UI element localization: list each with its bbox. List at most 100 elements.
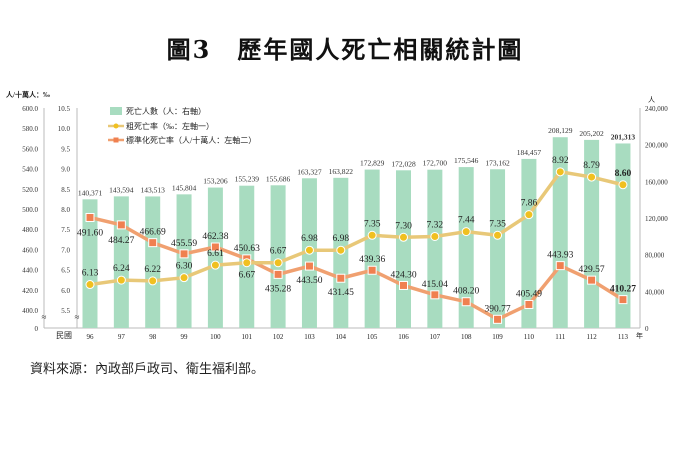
x-tick-label: 101 (242, 333, 253, 341)
crude-rate-label: 8.79 (583, 161, 600, 171)
bar-data-label: 172,700 (423, 159, 448, 168)
standardized-rate-label: 408.20 (453, 287, 479, 297)
bar-data-label: 153,206 (203, 177, 228, 186)
crude-rate-label: 7.30 (395, 221, 412, 231)
x-tick-label: 111 (555, 333, 565, 341)
left-outer-tick-label: 600.0 (22, 105, 38, 113)
bar-data-label: 172,829 (360, 159, 385, 168)
left-outer-tick-label: 400.0 (22, 307, 38, 315)
crude-rate-point (524, 210, 534, 220)
left-outer-tick-label: 560.0 (22, 145, 38, 153)
standardized-rate-point (148, 238, 158, 248)
bar-data-label: 145,804 (172, 183, 197, 192)
left-inner-tick-label: 8.5 (61, 186, 70, 194)
standardized-rate-label: 424.30 (390, 270, 416, 280)
crude-rate-label: 6.67 (270, 247, 287, 257)
bar-data-label: 208,129 (548, 126, 573, 135)
standardized-rate-label: 410.27 (610, 285, 636, 295)
bar-deaths-99 (176, 194, 192, 328)
standardized-rate-label: 466.69 (140, 228, 166, 238)
standardized-rate-point (367, 265, 377, 275)
crude-rate-label: 7.35 (489, 219, 506, 229)
left-inner-tick-label: 5.5 (61, 307, 70, 315)
crude-rate-point (210, 260, 220, 270)
crude-rate-point (116, 275, 126, 285)
standardized-rate-point (304, 261, 314, 271)
standardized-rate-point (116, 220, 126, 230)
left-inner-tick-label: 9.5 (61, 145, 70, 153)
crude-rate-label: 6.22 (144, 265, 161, 275)
legend-swatch-deaths (110, 107, 122, 115)
x-tick-label: 97 (118, 333, 126, 341)
standardized-rate-label: 435.28 (265, 284, 291, 294)
crude-rate-label: 6.24 (113, 264, 130, 274)
x-axis-prefix: 民國 (56, 331, 72, 340)
bar-data-label: 173,162 (485, 158, 510, 167)
right-tick-label: 40,000 (645, 288, 665, 296)
standardized-rate-point (461, 297, 471, 307)
x-tick-label: 109 (492, 333, 503, 341)
x-tick-label: 107 (430, 333, 441, 341)
x-tick-label: 112 (586, 333, 597, 341)
right-tick-label: 200,000 (645, 142, 668, 150)
standardized-rate-label: 405.49 (516, 289, 542, 299)
axis-break-mark: ≈ (42, 312, 47, 322)
standardized-rate-label: 462.38 (202, 232, 228, 242)
standardized-rate-point (210, 242, 220, 252)
left-outer-tick-label: 460.0 (22, 246, 38, 254)
left-outer-tick-label: 540.0 (22, 166, 38, 174)
right-tick-label: 160,000 (645, 178, 668, 186)
crude-rate-point (587, 172, 597, 182)
bar-deaths-111 (552, 137, 568, 328)
crude-rate-label: 6.67 (238, 271, 255, 281)
crude-rate-point (367, 230, 377, 240)
standardized-rate-label: 491.60 (77, 228, 103, 238)
crude-rate-point (461, 227, 471, 237)
standardized-rate-label: 443.50 (296, 276, 322, 286)
crude-rate-label: 6.30 (176, 262, 193, 272)
crude-rate-point (242, 258, 252, 268)
bar-data-label: 140,371 (78, 188, 103, 197)
crude-rate-label: 7.32 (427, 220, 444, 230)
bar-data-label: 155,686 (266, 174, 291, 183)
left-inner-tick-label: 7.5 (61, 226, 70, 234)
crude-rate-point (430, 231, 440, 241)
standardized-rate-point (430, 290, 440, 300)
standardized-rate-point (179, 249, 189, 259)
crude-rate-label: 7.35 (364, 219, 381, 229)
bar-data-label: 163,327 (297, 167, 322, 176)
crude-rate-point (179, 273, 189, 283)
bar-data-label: 184,457 (517, 148, 542, 157)
left-outer-tick-label: 440.0 (22, 267, 38, 275)
crude-rate-point (85, 280, 95, 290)
bar-deaths-110 (521, 158, 537, 328)
crude-rate-point (618, 180, 628, 190)
bar-deaths-102 (270, 185, 286, 328)
x-tick-label: 102 (273, 333, 284, 341)
right-tick-label: 80,000 (645, 252, 665, 260)
standardized-rate-label: 390.77 (484, 304, 510, 314)
crude-rate-label: 8.92 (552, 156, 569, 166)
x-tick-label: 100 (210, 333, 221, 341)
standardized-rate-point (399, 280, 408, 290)
left-inner-tick-label: 6.0 (61, 287, 70, 295)
standardized-rate-point (273, 269, 283, 279)
x-tick-label: 98 (149, 333, 157, 341)
left-inner-tick-label: 10.5 (58, 105, 71, 113)
standardized-rate-point (555, 261, 565, 271)
left-outer-tick-label: 580.0 (22, 125, 38, 133)
standardized-rate-point (336, 273, 346, 283)
crude-rate-point (555, 167, 565, 177)
crude-rate-label: 8.60 (615, 169, 632, 179)
bar-deaths-97 (113, 196, 129, 328)
bar-data-label: 205,202 (579, 129, 604, 138)
bar-data-label: 175,546 (454, 156, 479, 165)
x-tick-label: 96 (87, 333, 95, 341)
bar-deaths-107 (427, 169, 443, 328)
bar-data-label: 143,513 (141, 185, 166, 194)
crude-rate-label: 6.61 (207, 249, 224, 259)
right-tick-label: 0 (645, 325, 649, 333)
bar-deaths-96 (82, 199, 98, 328)
x-tick-label: 105 (367, 333, 378, 341)
